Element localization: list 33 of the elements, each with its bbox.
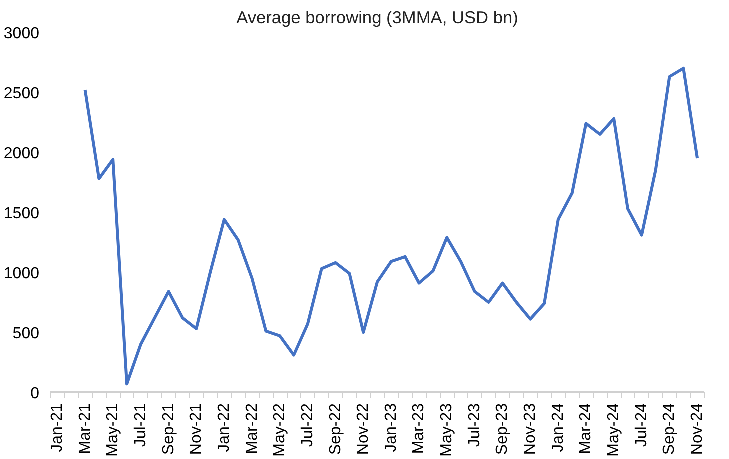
line-series bbox=[84, 67, 700, 386]
y-tick-label: 500 bbox=[12, 326, 40, 342]
x-tick-label: Sep-23 bbox=[494, 403, 512, 456]
y-tick-label: 3000 bbox=[4, 26, 40, 42]
x-tick-label: Nov-23 bbox=[522, 403, 540, 456]
x-tick-label: Jan-23 bbox=[382, 403, 400, 452]
x-tick-label: Jul-21 bbox=[132, 403, 150, 448]
x-tick-label: Mar-22 bbox=[244, 403, 261, 454]
x-tick-label: Jul-22 bbox=[299, 403, 316, 448]
x-tick-label: Mar-24 bbox=[578, 403, 595, 454]
x-tick-label: Jul-23 bbox=[466, 403, 484, 448]
x-tick-label: May-22 bbox=[272, 403, 289, 457]
x-tick-label: Nov-24 bbox=[689, 403, 706, 456]
x-tick-label: May-23 bbox=[438, 403, 456, 457]
x-tick-label: Jan-21 bbox=[48, 403, 66, 452]
y-tick-label: 2500 bbox=[4, 86, 40, 102]
x-tick-label: Nov-21 bbox=[188, 403, 206, 456]
x-tick-label: Nov-22 bbox=[355, 403, 372, 456]
chart-title: Average borrowing (3MMA, USD bn) bbox=[236, 8, 518, 28]
x-tick-label: Sep-24 bbox=[661, 403, 678, 456]
x-tick-label: Jan-22 bbox=[216, 403, 233, 452]
x-tick-label: May-24 bbox=[606, 403, 623, 457]
y-tick-label: 2000 bbox=[4, 146, 40, 162]
y-tick-label: 1500 bbox=[4, 206, 40, 222]
y-tick-label: 0 bbox=[30, 386, 40, 402]
x-tick-label: Sep-21 bbox=[160, 403, 178, 456]
y-tick-label: 1000 bbox=[4, 266, 40, 282]
x-tick-label: Mar-21 bbox=[76, 403, 94, 454]
x-tick-label: Jul-24 bbox=[633, 403, 650, 448]
x-tick-label: Mar-23 bbox=[410, 403, 428, 454]
x-tick-label: Jan-24 bbox=[550, 403, 567, 452]
x-tick-label: Sep-22 bbox=[327, 403, 344, 456]
x-tick-label: May-21 bbox=[104, 403, 122, 457]
